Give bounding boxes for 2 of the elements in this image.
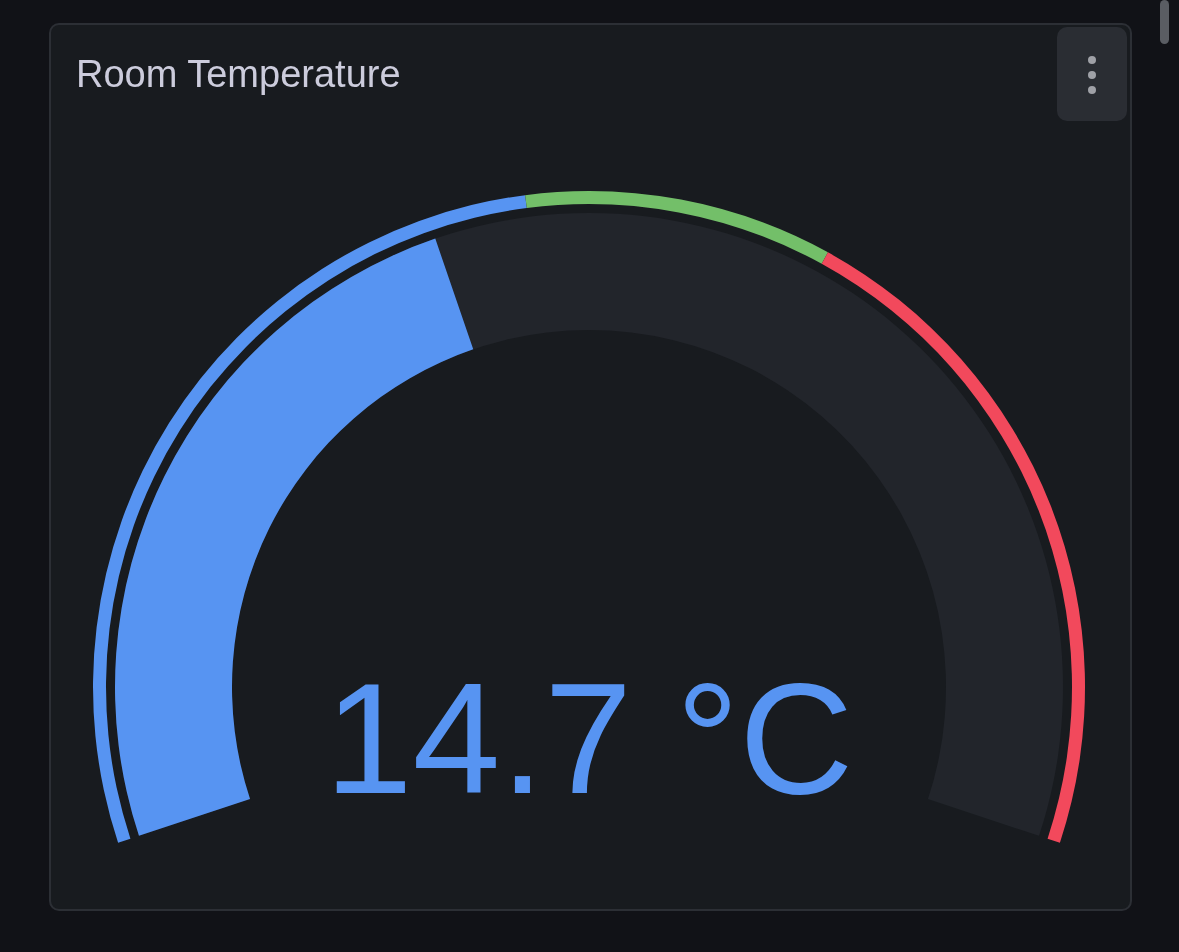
data-label: 14.7 °C	[324, 650, 854, 826]
text: Room Temperature	[76, 52, 401, 97]
